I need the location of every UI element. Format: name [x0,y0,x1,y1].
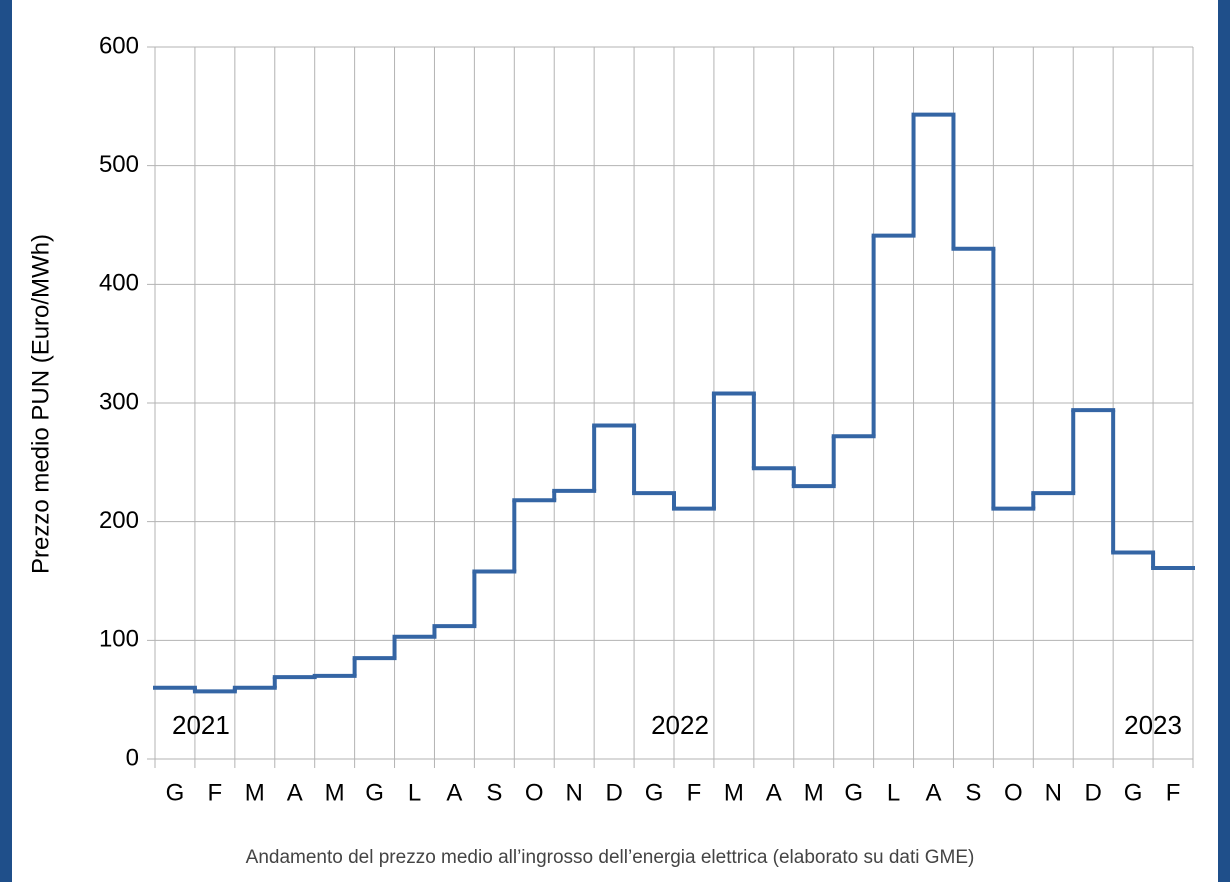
y-tick-label: 400 [99,270,139,297]
x-tick-label: A [925,779,941,806]
page: Prezzo medio PUN (Euro/MWh) Andamento de… [0,0,1230,882]
x-tick-label: A [446,779,462,806]
x-tick-label: A [287,779,303,806]
x-tick-label: M [724,779,744,806]
y-tick-label: 500 [99,151,139,178]
year-label: 2022 [651,710,709,740]
x-tick-label: N [1045,779,1062,806]
x-tick-label: O [1004,779,1023,806]
x-tick-label: G [365,779,384,806]
y-axis-label: Prezzo medio PUN (Euro/MWh) [27,234,54,574]
x-tick-label: F [1166,779,1181,806]
x-tick-label: M [245,779,265,806]
x-tick-label: F [687,779,702,806]
x-tick-label: A [766,779,782,806]
y-tick-label: 200 [99,507,139,534]
x-tick-label: S [965,779,981,806]
x-tick-label: L [887,779,900,806]
x-tick-label: S [486,779,502,806]
x-tick-label: F [208,779,223,806]
x-tick-label: D [1085,779,1102,806]
x-tick-label: G [645,779,664,806]
x-tick-label: D [605,779,622,806]
panel [12,0,1218,882]
x-tick-label: M [804,779,824,806]
year-label: 2021 [172,710,230,740]
x-tick-label: G [166,779,185,806]
x-tick-label: O [525,779,544,806]
x-tick-label: G [844,779,863,806]
x-tick-label: G [1124,779,1143,806]
caption: Andamento del prezzo medio all’ingrosso … [246,847,975,868]
x-tick-label: N [566,779,583,806]
year-label: 2023 [1124,710,1182,740]
y-tick-label: 0 [126,744,139,771]
y-tick-label: 100 [99,626,139,653]
x-tick-label: M [325,779,345,806]
chart: Prezzo medio PUN (Euro/MWh) Andamento de… [0,0,1230,882]
y-tick-label: 300 [99,388,139,415]
y-tick-label: 600 [99,32,139,59]
x-tick-label: L [408,779,421,806]
